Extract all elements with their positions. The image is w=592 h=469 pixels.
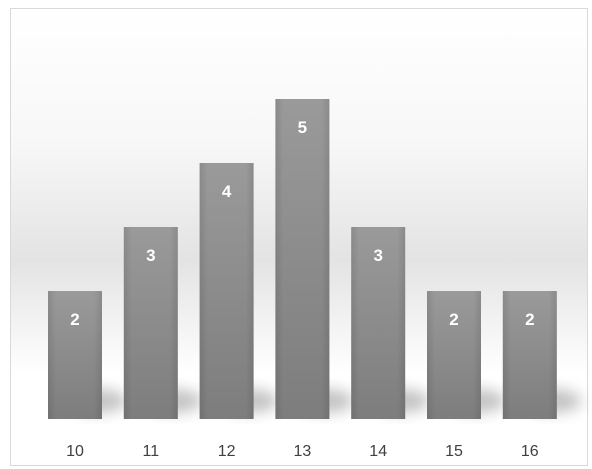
x-tick-label: 13 — [294, 443, 312, 460]
data-label: 3 — [373, 246, 382, 265]
bar-edge-shade — [123, 227, 178, 419]
data-label: 2 — [525, 310, 534, 329]
x-tick-label: 10 — [66, 443, 84, 460]
x-tick-label: 11 — [142, 443, 159, 460]
x-axis-tick-labels: 10 11 12 13 14 15 16 — [66, 443, 539, 460]
bar-edge-shade — [427, 291, 481, 419]
data-label: 4 — [222, 182, 232, 201]
x-tick-label: 15 — [445, 443, 463, 460]
data-label: 3 — [146, 246, 155, 265]
data-label: 5 — [298, 118, 307, 137]
data-label: 2 — [70, 310, 79, 329]
data-labels: 2 3 4 5 3 2 2 — [70, 118, 534, 329]
bar-edge-shade — [48, 291, 102, 419]
bar-edge-shade — [351, 227, 406, 419]
data-label: 2 — [449, 310, 458, 329]
bars — [48, 99, 557, 419]
bar-edge-shade — [502, 291, 557, 419]
x-tick-label: 12 — [218, 443, 236, 460]
x-tick-label: 16 — [521, 443, 539, 460]
x-tick-label: 14 — [369, 443, 387, 460]
bar-edge-shade — [199, 163, 254, 419]
bar-edge-shade — [275, 99, 330, 419]
